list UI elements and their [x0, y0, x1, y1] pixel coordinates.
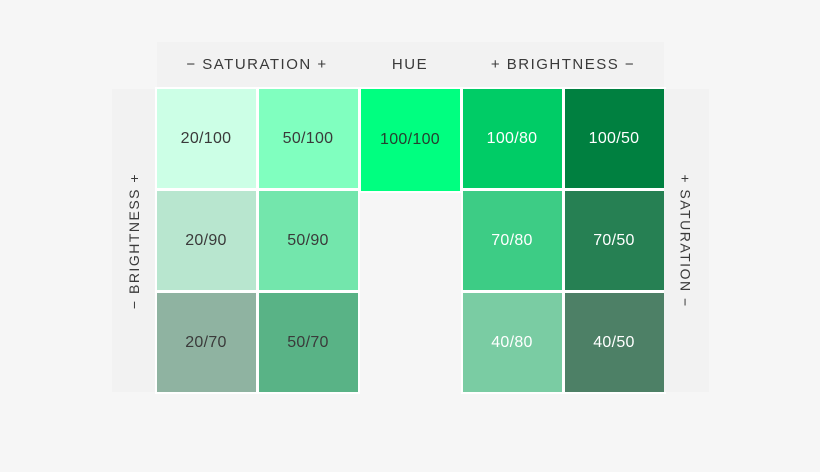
hue-header-label: HUE [391, 56, 429, 73]
swatch-100-80: 100/80 [462, 89, 562, 188]
left-axis-band: − BRIGHTNESS + [111, 89, 157, 392]
swatch-40-50: 40/50 [564, 293, 664, 392]
swatch-50-100: 50/100 [258, 89, 358, 188]
empty-cell [361, 293, 460, 392]
saturation-header-label: − SATURATION + [186, 56, 328, 73]
saturation-axis-label: + SATURATION − [678, 173, 694, 308]
swatch-20-90: 20/90 [156, 191, 256, 290]
swatch-70-50: 70/50 [564, 191, 664, 290]
right-axis-band: + SATURATION − [663, 89, 709, 392]
swatch-50-70: 50/70 [258, 293, 358, 392]
swatch-100-100: 100/100 [360, 89, 460, 191]
swatch-100-50: 100/50 [564, 89, 664, 188]
swatch-70-80: 70/80 [462, 191, 562, 290]
swatch-20-70: 20/70 [156, 293, 256, 392]
swatch-40-80: 40/80 [462, 293, 562, 392]
swatch-grid: 20/100 50/100 100/100 100/80 100/50 20/90 50/9… [156, 89, 664, 392]
swatch-50-90: 50/90 [258, 191, 358, 290]
brightness-axis-label: − BRIGHTNESS + [126, 172, 142, 309]
header-band: − SATURATION + HUE + BRIGHTNESS − [156, 42, 664, 87]
hsb-color-diagram: − SATURATION + HUE + BRIGHTNESS − − BRIG… [111, 42, 709, 392]
empty-cell [361, 191, 460, 290]
brightness-header-label: + BRIGHTNESS − [490, 56, 636, 73]
diagram-body: − BRIGHTNESS + 20/100 50/100 100/100 100/80… [111, 89, 709, 392]
swatch-20-100: 20/100 [156, 89, 256, 188]
